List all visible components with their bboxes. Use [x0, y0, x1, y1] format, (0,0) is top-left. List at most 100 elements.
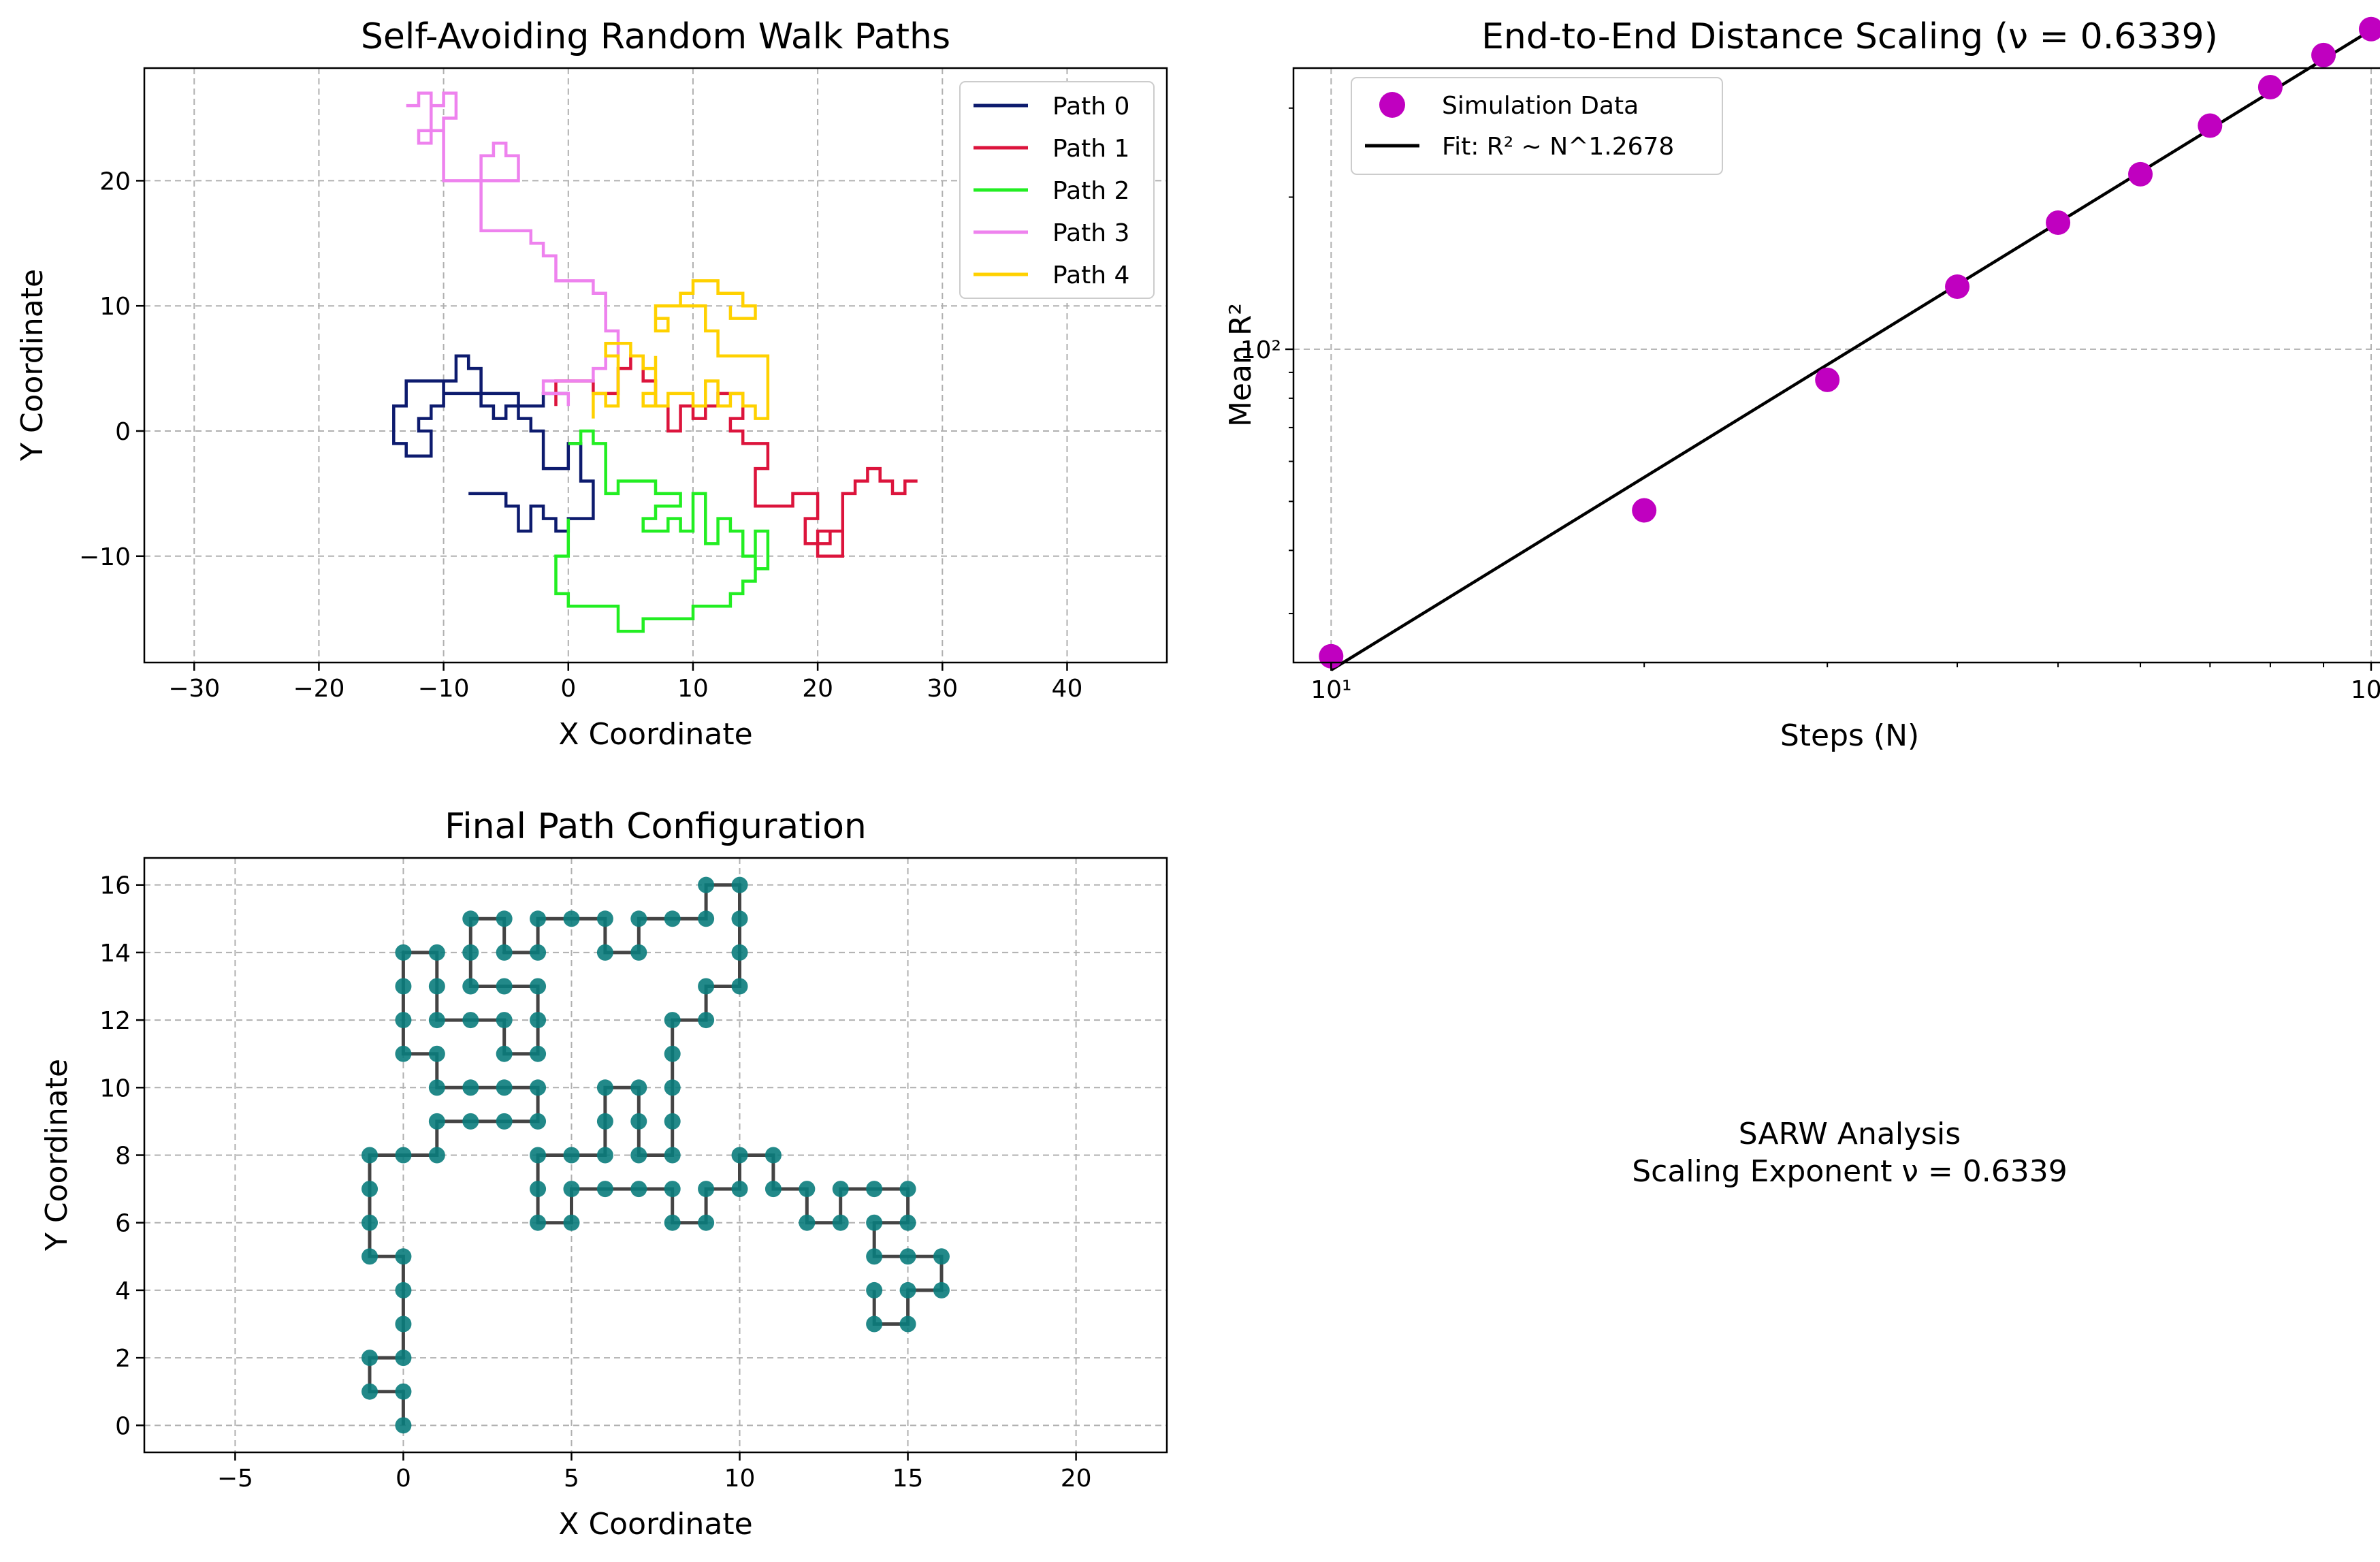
legend-label-path-0: Path 0: [1052, 93, 1129, 121]
x-tick-label: −10: [418, 675, 470, 703]
y-tick-label: 20: [99, 168, 131, 195]
final-path-marker: [596, 1181, 613, 1198]
scaling-title: End-to-End Distance Scaling (ν = 0.6339): [1481, 16, 2218, 57]
final-config-y-label: Y Coordinate: [39, 1059, 74, 1252]
final-path-marker: [428, 978, 445, 995]
final-config-title: Final Path Configuration: [445, 806, 867, 847]
walk-path-4: [592, 279, 770, 420]
final-path-marker: [395, 1045, 412, 1062]
x-tick-label: 0: [560, 675, 576, 703]
x-tick-label: 20: [802, 675, 833, 703]
final-path-marker: [799, 1214, 816, 1231]
final-path-marker: [832, 1181, 849, 1198]
final-path-marker: [630, 1181, 647, 1198]
final-path-marker: [630, 1113, 647, 1130]
x-tick-label: −30: [168, 675, 220, 703]
final-path-marker: [698, 1181, 715, 1198]
final-path-marker: [664, 1079, 681, 1096]
final-path-marker: [462, 1113, 479, 1130]
final-path-marker: [596, 910, 613, 927]
final-path-marker: [664, 910, 681, 927]
final-path-marker: [361, 1350, 379, 1367]
legend-label-simulation: Simulation Data: [1442, 92, 1639, 120]
scaling-frame: [1292, 67, 2380, 664]
final-path-marker: [664, 1147, 681, 1164]
final-path-marker: [496, 1045, 513, 1062]
y-tick-label: 0: [115, 418, 131, 446]
final-path-marker: [563, 1147, 580, 1164]
final-path-marker: [799, 1181, 816, 1198]
simulation-point: [2311, 42, 2336, 67]
final-path-marker: [530, 910, 547, 927]
y-tick-label: 8: [115, 1143, 131, 1170]
scaling-panel: End-to-End Distance Scaling (ν = 0.6339)…: [1223, 16, 2380, 753]
legend-label-path-2: Path 2: [1052, 177, 1129, 205]
y-tick-label: 16: [99, 872, 131, 900]
final-path-marker: [630, 910, 647, 927]
final-path-marker: [462, 1012, 479, 1029]
final-path-marker: [765, 1147, 782, 1164]
final-path-marker: [395, 1147, 412, 1164]
final-path-marker: [933, 1248, 950, 1265]
final-path-marker: [530, 1181, 547, 1198]
y-tick-label: 2: [115, 1345, 131, 1373]
y-tick-label: 10²: [1240, 336, 1281, 364]
final-path-marker: [731, 1147, 748, 1164]
final-path-marker: [698, 1012, 715, 1029]
final-path-marker: [731, 876, 748, 893]
simulation-point: [2046, 210, 2071, 236]
walk-paths-x-label: X Coordinate: [558, 717, 752, 752]
final-path-marker: [563, 1214, 580, 1231]
final-path-marker: [899, 1248, 916, 1265]
final-path-marker: [496, 978, 513, 995]
simulation-point: [2128, 161, 2153, 187]
x-tick-label: 15: [892, 1465, 924, 1493]
final-path-marker: [698, 1214, 715, 1231]
walk-paths-legend: Path 0 Path 1 Path 2 Path 3 Path 4: [959, 81, 1155, 299]
final-path-marker: [731, 944, 748, 961]
final-path-marker: [361, 1181, 379, 1198]
final-path-marker: [563, 1181, 580, 1198]
final-path-marker: [630, 1147, 647, 1164]
final-path-marker: [496, 1079, 513, 1096]
legend-label-path-1: Path 1: [1052, 135, 1129, 163]
final-path-marker: [698, 978, 715, 995]
x-tick-label: 5: [564, 1465, 579, 1493]
final-path-marker: [596, 1079, 613, 1096]
final-path-marker: [530, 944, 547, 961]
final-path-marker: [496, 944, 513, 961]
final-path-marker: [731, 910, 748, 927]
walk-path-2: [554, 429, 770, 633]
final-path-marker: [664, 1214, 681, 1231]
final-path-marker: [462, 944, 479, 961]
x-tick-label: 10¹: [1310, 676, 1351, 704]
walk-path-1: [554, 354, 918, 558]
final-path-marker: [462, 910, 479, 927]
final-path-marker: [698, 876, 715, 893]
final-path-marker: [596, 944, 613, 961]
y-tick-label: 4: [115, 1277, 131, 1305]
annotation-line-2: Scaling Exponent ν = 0.6339: [1632, 1154, 2067, 1189]
final-path-marker: [496, 1113, 513, 1130]
simulation-point: [2257, 75, 2283, 100]
walk-paths-frame: [143, 67, 1168, 664]
final-path-marker: [933, 1281, 950, 1298]
final-path-marker: [428, 1113, 445, 1130]
x-tick-label: −5: [217, 1465, 253, 1493]
final-path-marker: [395, 944, 412, 961]
final-path-marker: [765, 1181, 782, 1198]
final-path-marker: [530, 1045, 547, 1062]
final-path-marker: [361, 1248, 379, 1265]
walk-paths-y-label: Y Coordinate: [15, 269, 50, 462]
final-path-marker: [361, 1214, 379, 1231]
y-tick-label: 0: [115, 1412, 131, 1440]
final-path-marker: [899, 1181, 916, 1198]
final-config-x-label: X Coordinate: [558, 1507, 752, 1542]
final-path-marker: [899, 1214, 916, 1231]
y-tick-label: 12: [99, 1007, 131, 1035]
final-path-marker: [630, 944, 647, 961]
final-path-marker: [596, 1113, 613, 1130]
final-path-marker: [428, 1147, 445, 1164]
final-path-marker: [866, 1248, 883, 1265]
x-tick-label: 10²: [2351, 676, 2380, 704]
